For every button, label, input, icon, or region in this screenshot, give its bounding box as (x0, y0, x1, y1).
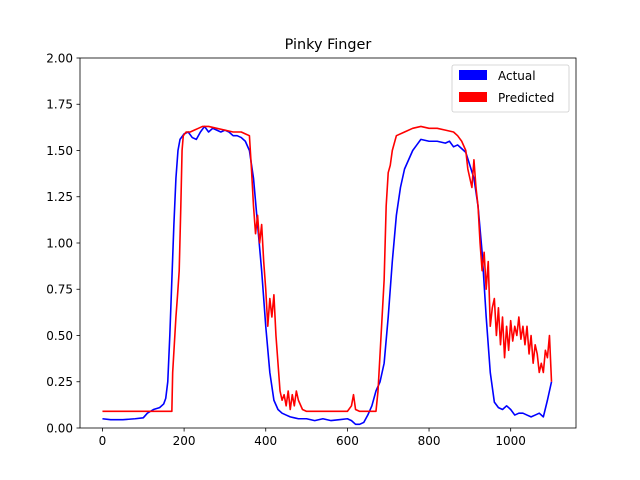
x-tick-label: 600 (336, 434, 359, 448)
x-tick-label: 400 (254, 434, 277, 448)
plot-frame (79, 57, 577, 429)
y-tick-label: 1.50 (46, 144, 73, 158)
y-axis: 0.00 0.25 0.50 0.75 1.00 1.25 1.50 1.75 2.00 (46, 51, 80, 435)
series-line-predicted (102, 125, 553, 413)
series-line-actual (102, 125, 553, 426)
legend-label-predicted: Predicted (498, 91, 554, 105)
series-layer (102, 125, 553, 426)
y-tick-label: 0.75 (46, 283, 73, 297)
y-tick-label: 2.00 (46, 51, 73, 65)
x-axis: 0 200 400 600 800 1000 (99, 428, 526, 448)
x-tick-label: 0 (99, 434, 107, 448)
legend-label-actual: Actual (498, 69, 536, 83)
y-tick-label: 0.00 (46, 421, 73, 435)
y-tick-label: 1.75 (46, 98, 73, 112)
legend-swatch-actual (459, 70, 487, 80)
x-tick-label: 800 (418, 434, 441, 448)
y-tick-label: 0.25 (46, 375, 73, 389)
x-tick-label: 1000 (495, 434, 526, 448)
x-tick-label: 200 (173, 434, 196, 448)
chart-title: Pinky Finger (285, 37, 372, 53)
y-tick-label: 1.00 (46, 236, 73, 250)
y-tick-label: 0.50 (46, 329, 73, 343)
legend: Actual Predicted (451, 64, 570, 113)
legend-swatch-predicted (459, 92, 487, 102)
y-tick-label: 1.25 (46, 190, 73, 204)
